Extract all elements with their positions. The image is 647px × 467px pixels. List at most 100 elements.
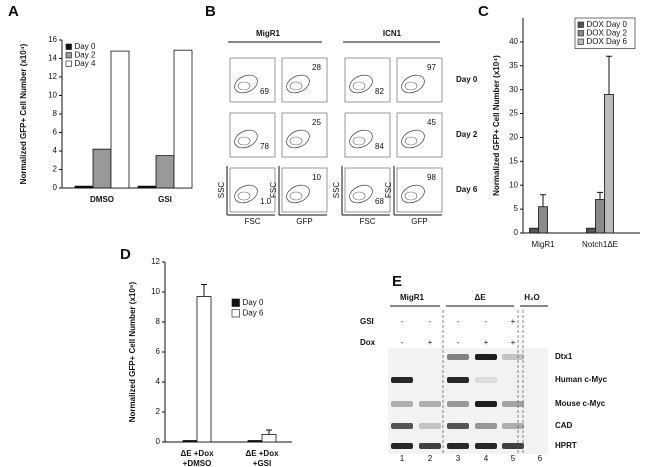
gate (234, 184, 258, 204)
y-tick-label: 35 (509, 61, 518, 70)
x-tick-label: GSI (158, 195, 172, 204)
gate-value: 84 (375, 142, 384, 151)
y-axis-label: Normalized GFP+ Cell Number (x10⁴) (19, 43, 28, 184)
lane-number: 6 (538, 454, 543, 463)
gate (401, 129, 425, 149)
band (391, 423, 413, 429)
gate (237, 191, 251, 201)
axis-arrow (226, 166, 275, 216)
gate (404, 136, 418, 146)
gate-value: 25 (312, 118, 321, 127)
gate-value: 10 (312, 173, 321, 182)
band (447, 377, 469, 383)
band (502, 354, 524, 360)
y-tick-label: 14 (48, 54, 57, 63)
legend-swatch (65, 52, 72, 59)
gate-value: 28 (312, 63, 321, 72)
band-label: Mouse c-Myc (555, 399, 606, 408)
gate (401, 74, 425, 94)
band (447, 354, 469, 360)
gate (286, 184, 310, 204)
gate (237, 81, 251, 91)
condition-label: Dox (360, 338, 376, 347)
gate (286, 129, 310, 149)
bar (595, 199, 605, 234)
group-label: MigR1 (256, 29, 281, 38)
gate-value: 69 (260, 87, 269, 96)
gate-value: 98 (427, 173, 436, 182)
legend-swatch (65, 43, 72, 50)
x-axis-label: FSC (245, 217, 261, 226)
gate-value: 45 (427, 118, 436, 127)
y-tick-label: 30 (509, 85, 518, 94)
band (502, 423, 524, 429)
legend-swatch (577, 21, 584, 28)
y-axis-label: FSC (269, 182, 278, 198)
y-tick-label: 10 (48, 91, 57, 100)
y-tick-label: 6 (53, 128, 58, 137)
y-tick-label: 2 (53, 165, 58, 174)
condition-label: GSI (360, 317, 374, 326)
gate-value: 97 (427, 63, 436, 72)
condition-mark: - (457, 317, 460, 326)
y-tick-label: 0 (156, 437, 161, 446)
band (419, 443, 441, 449)
axis-arrow (393, 166, 442, 216)
y-tick-label: 20 (509, 133, 518, 142)
bar (261, 434, 277, 443)
lane-number: 1 (400, 454, 405, 463)
band-label: CAD (555, 421, 573, 430)
condition-mark: + (511, 317, 516, 326)
condition-mark: + (428, 338, 433, 347)
y-axis-label: SSC (332, 182, 341, 199)
panel-label: D (120, 246, 131, 263)
band (391, 377, 413, 383)
day-label: Day 0 (456, 75, 478, 84)
band (475, 377, 497, 383)
bar (92, 148, 112, 189)
y-tick-label: 2 (156, 407, 161, 416)
bar (538, 206, 548, 234)
gate (352, 191, 366, 201)
gate (286, 74, 310, 94)
band (419, 423, 441, 429)
legend-label: Day 0 (75, 42, 96, 51)
band (391, 401, 413, 407)
legend-label: DOX Day 2 (587, 28, 628, 37)
gate (352, 81, 366, 91)
gate (352, 136, 366, 146)
y-tick-label: 0 (514, 228, 519, 237)
gate (349, 184, 373, 204)
y-tick-label: 0 (53, 183, 58, 192)
y-tick-label: 6 (156, 347, 161, 356)
bar (529, 227, 539, 234)
condition-mark: - (429, 317, 432, 326)
y-tick-label: 8 (53, 109, 58, 118)
y-axis-label: SSC (217, 182, 226, 199)
condition-mark: - (401, 317, 404, 326)
x-tick-label: ΔE +Dox (180, 449, 214, 458)
y-tick-label: 25 (509, 109, 518, 118)
blot-film (388, 348, 548, 454)
y-tick-label: 10 (151, 287, 160, 296)
legend-label: DOX Day 6 (587, 37, 628, 46)
gate-value: 1.0 (260, 197, 272, 206)
error-bar (201, 284, 207, 297)
legend-swatch (231, 309, 240, 318)
band (475, 423, 497, 429)
lane-number: 2 (428, 454, 433, 463)
gate (349, 74, 373, 94)
panel-label: C (478, 3, 489, 20)
y-tick-label: 40 (509, 37, 518, 46)
x-tick-label: +DMSO (183, 459, 212, 467)
y-tick-label: 8 (156, 317, 161, 326)
legend-label: Day 2 (75, 50, 96, 59)
legend-label: Day 6 (243, 308, 264, 317)
gate-value: 78 (260, 142, 269, 151)
gate-value: 68 (375, 197, 384, 206)
y-axis-label: Normalized GFP+ Cell Number (x10⁵) (128, 281, 137, 422)
x-axis-label: FSC (360, 217, 376, 226)
gate (289, 81, 303, 91)
panel-label: A (8, 3, 19, 20)
